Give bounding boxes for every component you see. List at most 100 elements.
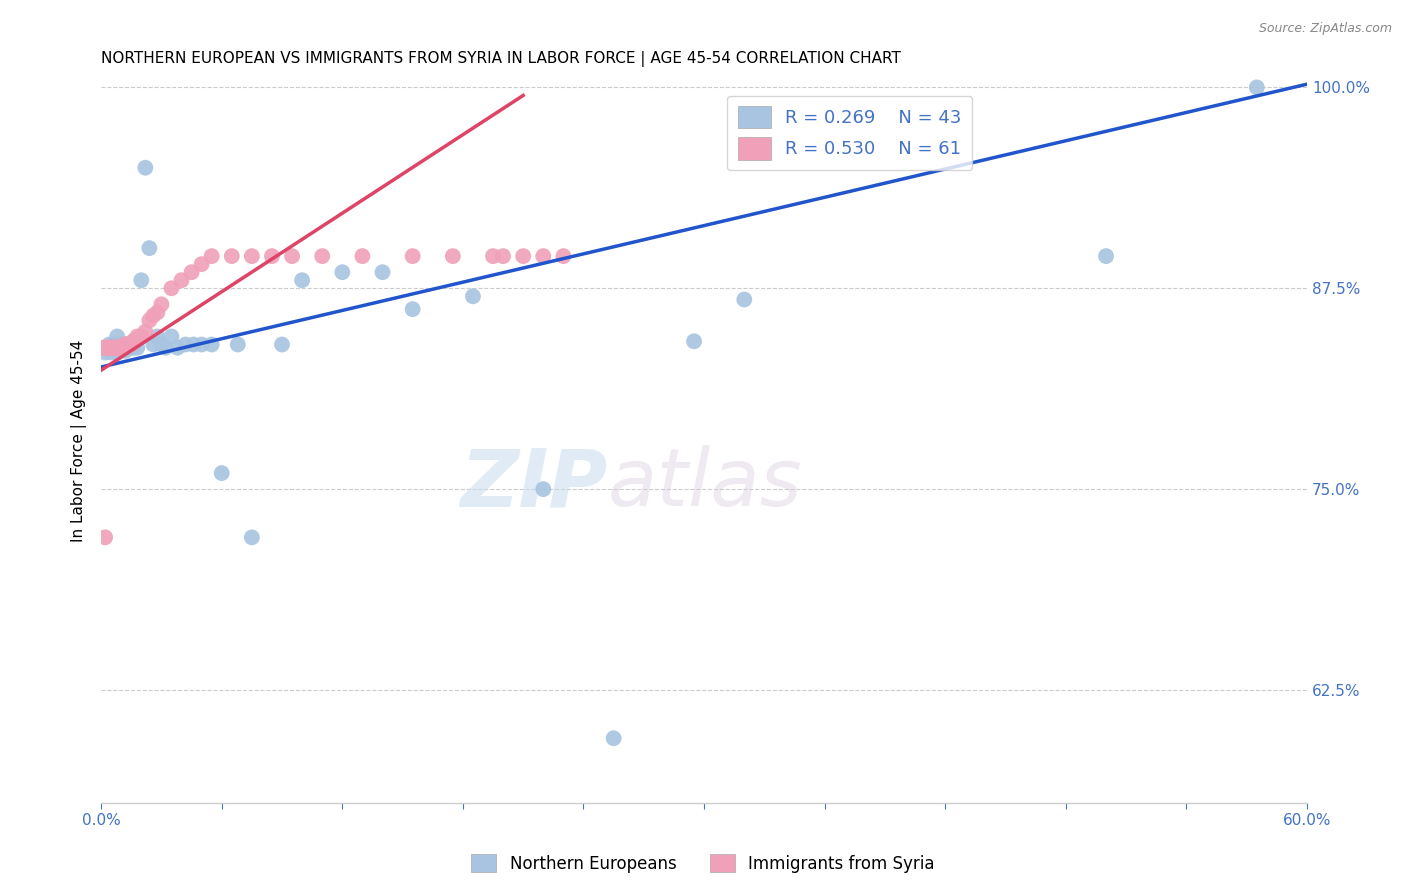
Point <box>221 249 243 263</box>
Point <box>441 249 464 263</box>
Point <box>240 530 263 544</box>
Point <box>100 341 122 355</box>
Point <box>482 249 505 263</box>
Point <box>131 273 153 287</box>
Text: NORTHERN EUROPEAN VS IMMIGRANTS FROM SYRIA IN LABOR FORCE | AGE 45-54 CORRELATIO: NORTHERN EUROPEAN VS IMMIGRANTS FROM SYR… <box>101 51 901 67</box>
Point <box>112 337 135 351</box>
Point <box>104 341 127 355</box>
Point <box>100 341 122 355</box>
Point <box>160 329 183 343</box>
Point <box>190 257 212 271</box>
Point <box>190 337 212 351</box>
Point <box>94 345 117 359</box>
Point <box>114 337 136 351</box>
Point <box>291 273 314 287</box>
Point <box>260 249 283 263</box>
Point <box>112 341 135 355</box>
Point <box>118 337 141 351</box>
Point <box>120 341 142 355</box>
Point <box>105 329 128 343</box>
Point <box>120 337 142 351</box>
Point <box>114 337 136 351</box>
Point <box>201 249 224 263</box>
Point <box>110 341 132 355</box>
Point <box>602 731 624 746</box>
Point <box>160 281 183 295</box>
Point <box>108 341 131 355</box>
Point <box>110 341 132 355</box>
Point <box>134 325 156 339</box>
Point <box>330 265 353 279</box>
Point <box>461 289 484 303</box>
Point <box>352 249 374 263</box>
Point <box>100 345 122 359</box>
Point <box>512 249 534 263</box>
Point <box>105 345 128 359</box>
Point <box>104 337 127 351</box>
Point <box>150 297 173 311</box>
Point <box>110 341 132 355</box>
Point <box>1246 80 1268 95</box>
Point <box>683 334 706 349</box>
Text: Source: ZipAtlas.com: Source: ZipAtlas.com <box>1258 22 1392 36</box>
Point <box>131 329 153 343</box>
Point <box>100 341 122 355</box>
Point <box>112 341 135 355</box>
Text: ZIP: ZIP <box>460 445 607 524</box>
Point <box>155 341 177 355</box>
Point <box>91 341 114 355</box>
Point <box>127 341 149 355</box>
Point <box>201 337 224 351</box>
Point <box>117 337 139 351</box>
Point <box>401 302 423 317</box>
Point <box>170 273 193 287</box>
Point <box>103 341 125 355</box>
Point <box>98 341 121 355</box>
Point <box>138 241 160 255</box>
Point <box>1095 249 1118 263</box>
Point <box>104 341 127 355</box>
Point <box>150 337 173 351</box>
Point <box>98 341 121 355</box>
Point <box>183 337 205 351</box>
Point <box>103 341 125 355</box>
Point <box>174 337 197 351</box>
Point <box>166 341 188 355</box>
Point <box>96 341 118 355</box>
Point <box>103 337 125 351</box>
Point <box>127 329 149 343</box>
Point <box>94 341 117 355</box>
Point <box>180 265 202 279</box>
Point <box>271 337 294 351</box>
Point <box>105 341 128 355</box>
Point <box>146 305 169 319</box>
Point <box>240 249 263 263</box>
Point <box>281 249 304 263</box>
Y-axis label: In Labor Force | Age 45-54: In Labor Force | Age 45-54 <box>72 340 87 542</box>
Point <box>108 341 131 355</box>
Point <box>117 337 139 351</box>
Point <box>146 329 169 343</box>
Legend: R = 0.269    N = 43, R = 0.530    N = 61: R = 0.269 N = 43, R = 0.530 N = 61 <box>727 95 973 170</box>
Legend: Northern Europeans, Immigrants from Syria: Northern Europeans, Immigrants from Syri… <box>465 847 941 880</box>
Point <box>96 341 118 355</box>
Point <box>226 337 249 351</box>
Point <box>311 249 333 263</box>
Point <box>100 341 122 355</box>
Point <box>122 341 145 355</box>
Point <box>138 313 160 327</box>
Point <box>733 293 755 307</box>
Point <box>117 337 139 351</box>
Point <box>98 337 121 351</box>
Point <box>105 341 128 355</box>
Point <box>371 265 394 279</box>
Point <box>142 309 165 323</box>
Point <box>211 466 233 480</box>
Point <box>134 161 156 175</box>
Point <box>114 343 136 358</box>
Point <box>531 482 554 496</box>
Point <box>94 341 117 355</box>
Point <box>492 249 515 263</box>
Point <box>531 249 554 263</box>
Point <box>142 337 165 351</box>
